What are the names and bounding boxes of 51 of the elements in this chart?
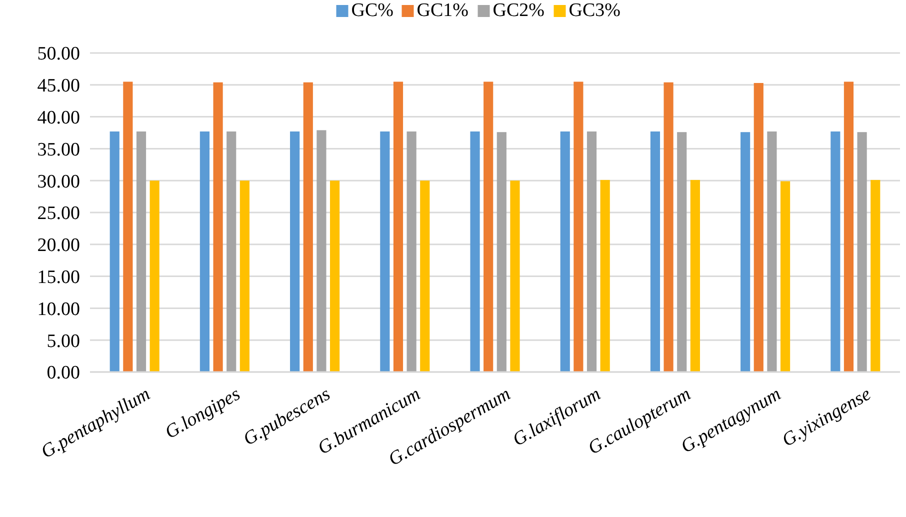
bar bbox=[574, 82, 584, 372]
y-tick-label: 25.00 bbox=[37, 203, 80, 224]
bar bbox=[600, 180, 610, 372]
y-tick-label: 5.00 bbox=[46, 330, 80, 352]
bar bbox=[123, 82, 133, 372]
bar bbox=[740, 132, 750, 372]
bar bbox=[136, 131, 146, 372]
bar bbox=[844, 82, 854, 372]
bar bbox=[380, 131, 390, 372]
y-tick-label: 0.00 bbox=[46, 362, 80, 384]
bar bbox=[496, 132, 506, 372]
legend-label: GC% bbox=[351, 0, 394, 21]
bar bbox=[870, 180, 880, 372]
bar bbox=[650, 131, 660, 372]
bar bbox=[780, 181, 790, 372]
y-tick-label: 30.00 bbox=[37, 171, 80, 192]
bar bbox=[150, 180, 160, 372]
bar bbox=[316, 130, 326, 372]
bar bbox=[303, 82, 313, 372]
bar bbox=[470, 131, 480, 372]
bar bbox=[830, 131, 840, 372]
legend-label: GC3% bbox=[568, 0, 621, 21]
bar bbox=[393, 82, 404, 372]
legend-label: GC2% bbox=[492, 0, 545, 21]
bar bbox=[226, 131, 236, 372]
y-tick-label: 40.00 bbox=[37, 107, 80, 128]
bar bbox=[290, 131, 300, 372]
y-tick-label: 15.00 bbox=[37, 266, 80, 288]
bar bbox=[200, 131, 210, 372]
y-tick-label: 10.00 bbox=[37, 298, 80, 320]
y-tick-label: 20.00 bbox=[37, 235, 80, 256]
bar bbox=[857, 132, 867, 372]
bar bbox=[560, 131, 570, 372]
bar bbox=[690, 180, 700, 372]
y-tick-label: 45.00 bbox=[37, 76, 80, 97]
bar bbox=[586, 131, 597, 372]
bar bbox=[484, 82, 494, 372]
bar bbox=[406, 131, 416, 372]
bar bbox=[677, 132, 687, 372]
bar bbox=[240, 180, 250, 372]
bar bbox=[664, 82, 674, 372]
bar bbox=[213, 82, 223, 372]
y-tick-label: 35.00 bbox=[37, 139, 80, 160]
bar bbox=[110, 131, 120, 372]
bar bbox=[330, 180, 340, 372]
bar bbox=[767, 131, 777, 372]
legend-label: GC1% bbox=[416, 0, 469, 21]
bar bbox=[510, 180, 520, 372]
bar bbox=[420, 180, 430, 372]
bar bbox=[754, 82, 764, 372]
y-tick-label: 50.00 bbox=[37, 44, 80, 65]
